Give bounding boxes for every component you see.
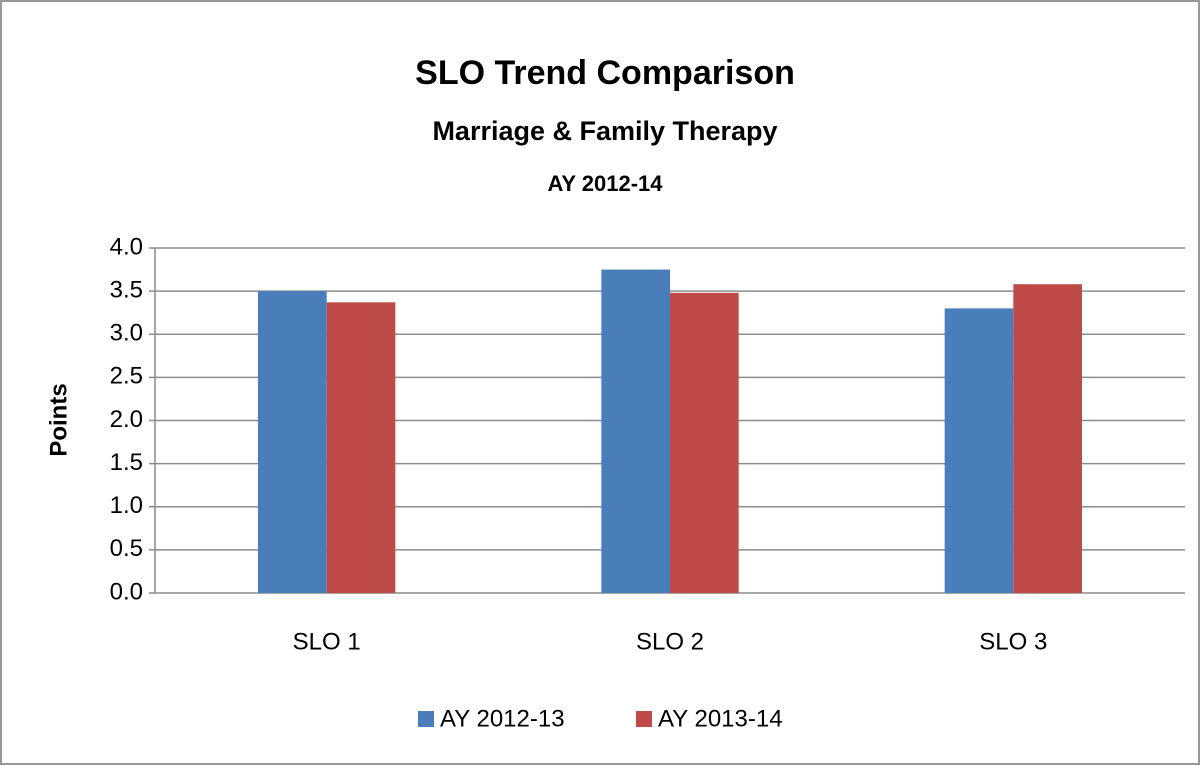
y-tick-label: 1.5 — [110, 449, 143, 476]
y-tick-label: 2.5 — [110, 363, 143, 390]
chart-subtitle: AY 2012-14 — [548, 171, 664, 196]
y-tick-label: 3.5 — [110, 276, 143, 303]
y-tick-label: 3.0 — [110, 320, 143, 347]
y-axis-label: Points — [45, 383, 72, 456]
legend-label: AY 2013-14 — [658, 705, 783, 732]
bar — [670, 292, 739, 593]
bar — [258, 291, 327, 593]
bar — [601, 269, 670, 593]
bar — [326, 302, 396, 593]
x-tick-label: SLO 2 — [636, 628, 704, 655]
legend-label: AY 2012-13 — [440, 705, 565, 732]
x-tick-label: SLO 1 — [293, 628, 361, 655]
y-tick-label: 0.0 — [110, 578, 143, 605]
legend-swatch — [418, 711, 434, 727]
chart-subtitle: Marriage & Family Therapy — [432, 116, 777, 146]
x-tick-label: SLO 3 — [979, 628, 1047, 655]
y-tick-label: 0.5 — [110, 535, 143, 562]
legend-swatch — [636, 711, 652, 727]
bar — [944, 308, 1014, 593]
y-tick-label: 2.0 — [110, 406, 143, 433]
y-tick-label: 4.0 — [110, 233, 143, 260]
y-tick-label: 1.0 — [110, 492, 143, 519]
chart-title: SLO Trend Comparison — [415, 54, 795, 92]
bar — [1013, 284, 1082, 593]
